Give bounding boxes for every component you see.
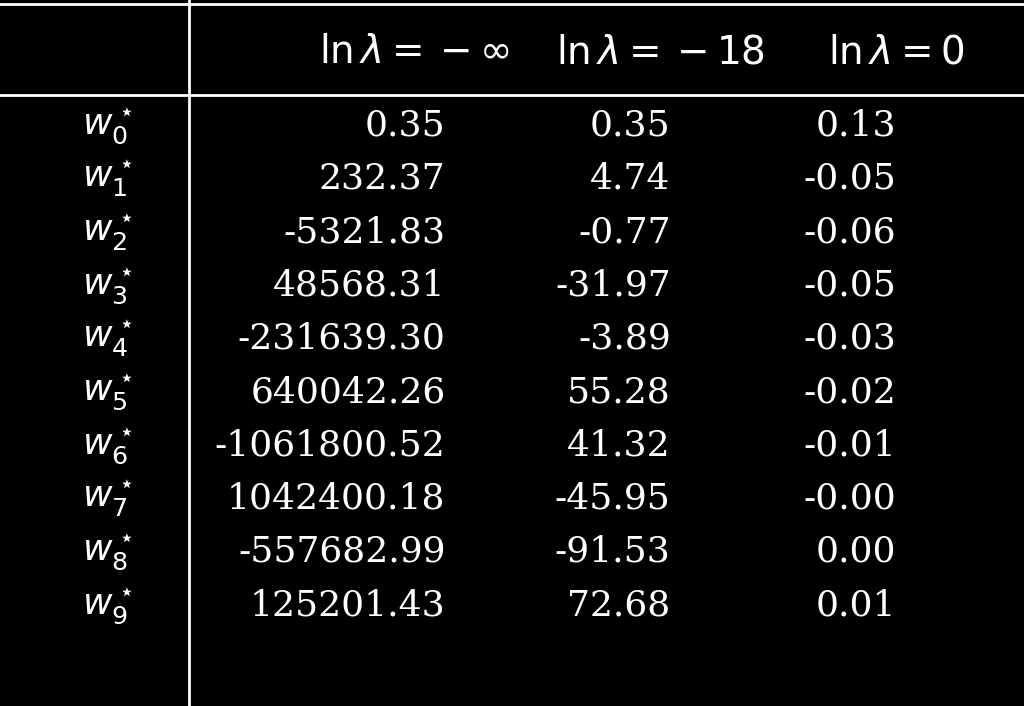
Text: $w_1^\star$: $w_1^\star$	[82, 158, 133, 199]
Text: $\ln \lambda = 0$: $\ln \lambda = 0$	[827, 35, 965, 71]
Text: $w_5^\star$: $w_5^\star$	[82, 371, 133, 412]
Text: -0.03: -0.03	[803, 322, 896, 356]
Text: -3.89: -3.89	[578, 322, 671, 356]
Text: 125201.43: 125201.43	[250, 588, 445, 622]
Text: $\ln \lambda = -\infty$: $\ln \lambda = -\infty$	[319, 35, 510, 71]
Text: -1061800.52: -1061800.52	[215, 429, 445, 462]
Text: 0.00: 0.00	[815, 535, 896, 569]
Text: -45.95: -45.95	[555, 481, 671, 515]
Text: $\ln \lambda = -18$: $\ln \lambda = -18$	[556, 35, 765, 71]
Text: $w_3^\star$: $w_3^\star$	[82, 265, 133, 306]
Text: 0.13: 0.13	[815, 109, 896, 143]
Text: 72.68: 72.68	[567, 588, 671, 622]
Text: 0.01: 0.01	[815, 588, 896, 622]
Text: -0.77: -0.77	[579, 215, 671, 249]
Text: -5321.83: -5321.83	[284, 215, 445, 249]
Text: 41.32: 41.32	[567, 429, 671, 462]
Text: -0.02: -0.02	[803, 375, 896, 409]
Text: $w_4^\star$: $w_4^\star$	[82, 318, 133, 359]
Text: -0.06: -0.06	[804, 215, 896, 249]
Text: $w_0^\star$: $w_0^\star$	[82, 105, 133, 146]
Text: -0.00: -0.00	[803, 481, 896, 515]
Text: -0.05: -0.05	[803, 162, 896, 196]
Text: 640042.26: 640042.26	[250, 375, 445, 409]
Text: 4.74: 4.74	[591, 162, 671, 196]
Text: 48568.31: 48568.31	[272, 268, 445, 302]
Text: -557682.99: -557682.99	[238, 535, 445, 569]
Text: $w_2^\star$: $w_2^\star$	[82, 212, 133, 253]
Text: -231639.30: -231639.30	[238, 322, 445, 356]
Text: $w_9^\star$: $w_9^\star$	[82, 585, 133, 626]
Text: -91.53: -91.53	[555, 535, 671, 569]
Text: $w_8^\star$: $w_8^\star$	[82, 532, 133, 573]
Text: 0.35: 0.35	[365, 109, 445, 143]
Text: 0.35: 0.35	[590, 109, 671, 143]
Text: 1042400.18: 1042400.18	[227, 481, 445, 515]
Text: -0.05: -0.05	[803, 268, 896, 302]
Text: -31.97: -31.97	[555, 268, 671, 302]
Text: -0.01: -0.01	[803, 429, 896, 462]
Text: 55.28: 55.28	[567, 375, 671, 409]
Text: $w_6^\star$: $w_6^\star$	[82, 425, 133, 466]
Text: $w_7^\star$: $w_7^\star$	[82, 478, 133, 519]
Text: 232.37: 232.37	[318, 162, 445, 196]
